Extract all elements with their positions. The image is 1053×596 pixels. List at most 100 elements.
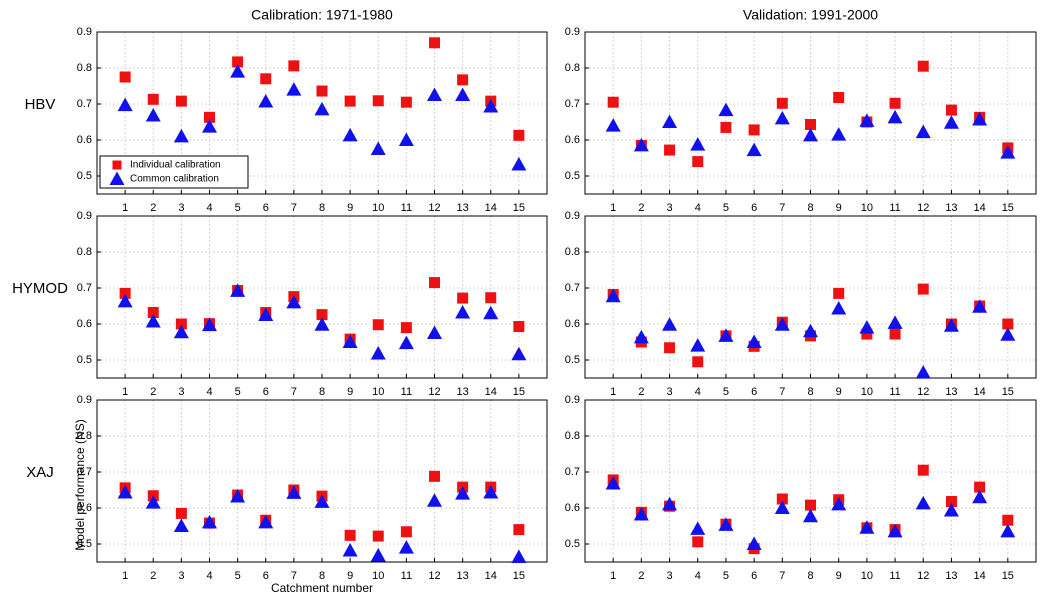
triangle-marker	[258, 514, 274, 529]
triangle-marker	[342, 334, 358, 348]
x-tick-label: 8	[807, 386, 813, 398]
triangle-marker	[370, 346, 386, 360]
triangle-marker	[662, 496, 678, 511]
triangle-marker	[511, 346, 527, 361]
square-marker	[175, 318, 187, 330]
square-marker	[400, 96, 412, 108]
y-axis-label: Model performance (NS)	[73, 419, 87, 550]
triangle-marker	[370, 548, 386, 562]
x-tick-label: 5	[235, 386, 241, 398]
triangle-marker	[145, 108, 161, 122]
triangle-marker	[972, 299, 988, 313]
x-tick-label: 10	[861, 202, 873, 214]
x-axis-label: Catchment number	[271, 581, 373, 595]
x-tick-label: 10	[372, 386, 384, 398]
y-tick-label: 0.9	[565, 26, 580, 38]
square-marker	[776, 493, 788, 505]
triangle-marker	[230, 64, 246, 78]
legend-entry: Common calibration	[109, 171, 219, 185]
triangle-marker	[605, 288, 621, 303]
triangle-marker	[342, 542, 358, 557]
triangle-marker	[887, 109, 903, 124]
square-marker	[1002, 514, 1014, 526]
triangle-marker	[258, 93, 274, 108]
square-marker	[513, 524, 525, 536]
x-tick-label: 15	[513, 386, 525, 398]
y-tick-label: 0.5	[565, 538, 580, 550]
x-tick-label: 6	[751, 386, 757, 398]
y-tick-label: 0.8	[77, 430, 92, 442]
x-tick-label: 12	[917, 386, 929, 398]
triangle-marker	[286, 294, 302, 309]
square-marker	[316, 85, 328, 97]
x-tick-label: 3	[667, 386, 673, 398]
x-tick-label: 5	[235, 202, 241, 214]
square-marker	[1002, 318, 1014, 330]
triangle-marker	[859, 113, 875, 127]
triangle-marker	[662, 317, 678, 331]
triangle-marker	[662, 114, 678, 128]
x-tick-label: 3	[178, 386, 184, 398]
x-tick-label: 9	[347, 202, 353, 214]
triangle-marker	[690, 521, 706, 535]
square-marker	[889, 97, 901, 109]
x-tick-label: 12	[428, 202, 440, 214]
triangle-marker	[633, 506, 649, 521]
triangle-marker	[915, 124, 931, 139]
x-tick-label: 4	[695, 570, 701, 582]
triangle-marker	[690, 338, 706, 352]
x-tick-label: 3	[667, 202, 673, 214]
square-marker	[513, 129, 525, 141]
x-tick-label: 4	[206, 202, 212, 214]
legend-label: Individual calibration	[130, 160, 221, 171]
triangle-marker	[314, 317, 330, 331]
triangle-marker	[746, 142, 762, 157]
x-tick-label: 2	[638, 386, 644, 398]
square-marker	[457, 292, 469, 304]
triangle-marker	[774, 500, 790, 514]
triangle-marker	[145, 495, 161, 509]
x-tick-label: 1	[610, 386, 616, 398]
triangle-marker	[605, 118, 621, 132]
triangle-marker	[718, 102, 734, 117]
x-tick-label: 8	[319, 202, 325, 214]
x-tick-label: 2	[150, 386, 156, 398]
square-marker	[400, 322, 412, 334]
square-marker	[232, 56, 244, 68]
triangle-marker	[202, 317, 217, 332]
triangle-marker	[831, 127, 847, 141]
x-tick-label: 14	[485, 202, 497, 214]
y-tick-label: 0.9	[77, 394, 92, 406]
x-tick-label: 6	[263, 202, 269, 214]
triangle-marker	[943, 503, 959, 517]
x-tick-label: 7	[291, 202, 297, 214]
x-tick-label: 15	[513, 570, 525, 582]
square-marker	[974, 481, 986, 493]
triangle-marker	[887, 315, 903, 329]
column-title: Calibration: 1971-1980	[251, 7, 393, 23]
x-tick-label: 8	[807, 202, 813, 214]
x-tick-label: 1	[122, 386, 128, 398]
plot-frame	[584, 399, 1037, 563]
square-marker	[805, 499, 816, 511]
triangle-marker	[690, 137, 706, 151]
triangle-marker	[859, 320, 875, 334]
x-tick-label: 2	[150, 202, 156, 214]
x-tick-label: 7	[779, 570, 785, 582]
square-marker	[344, 529, 356, 541]
triangle-marker	[1000, 145, 1016, 159]
x-tick-label: 10	[372, 570, 384, 582]
x-tick-label: 4	[206, 570, 212, 582]
x-tick-label: 9	[836, 202, 842, 214]
y-tick-label: 0.7	[565, 466, 580, 478]
legend-label: Common calibration	[130, 174, 219, 185]
triangle-marker	[202, 514, 217, 529]
y-tick-label: 0.6	[77, 134, 92, 146]
triangle-marker	[173, 324, 189, 339]
x-tick-label: 12	[428, 570, 440, 582]
x-tick-label: 15	[1002, 570, 1014, 582]
x-tick-label: 11	[889, 202, 900, 214]
square-marker	[316, 309, 328, 321]
y-tick-label: 0.7	[565, 282, 580, 294]
